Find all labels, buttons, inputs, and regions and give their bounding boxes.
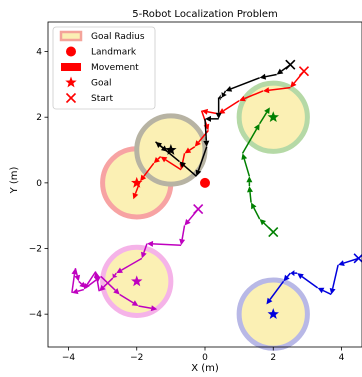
y-tick-label-1: −4 <box>29 310 43 320</box>
legend-items: Goal Radius Landmark Movement Goal Start <box>59 30 145 104</box>
movement-segment-4-9 <box>83 271 97 290</box>
legend-swatch-goal <box>65 76 77 88</box>
movement-layer <box>71 64 359 312</box>
y-axis-label: Y (m) <box>9 166 20 194</box>
goal-star-4 <box>131 275 143 287</box>
legend-swatch-movement <box>61 63 81 71</box>
legend-item-2: Landmark <box>66 46 137 58</box>
x-axis-ticks: −4 −2 0 2 4 <box>62 347 345 363</box>
movement-segment-2-6 <box>215 97 222 119</box>
movement-segment-3-3 <box>247 186 253 203</box>
movement-segment-1-3 <box>239 90 264 102</box>
movement-segment-5-4 <box>297 273 319 289</box>
legend-label-5: Start <box>91 94 113 104</box>
x-tick-label-1: −4 <box>62 353 76 363</box>
movement-segment-4-17 <box>138 305 158 312</box>
movement-segment-2-7 <box>205 115 219 122</box>
movement-segment-3-2 <box>251 202 261 220</box>
movement-segment-4-2 <box>179 225 186 246</box>
movement-segment-4-10 <box>71 288 85 295</box>
movement-segment-2-4 <box>221 90 227 98</box>
movement-segment-5-5 <box>290 270 298 277</box>
movement-segment-2-12 <box>155 141 168 152</box>
movement-segment-1-10 <box>160 156 182 171</box>
legend-item-5: Start <box>65 92 113 104</box>
legend-label-2: Landmark <box>91 48 137 58</box>
movement-segment-2-2 <box>259 73 277 80</box>
movement-segment-1-2 <box>263 86 291 94</box>
movement-segment-3-7 <box>258 107 270 125</box>
legend-item-4: Goal <box>65 76 112 89</box>
movement-segment-2-9 <box>195 146 208 177</box>
start-marker-3 <box>268 227 279 238</box>
movement-segment-5-2 <box>329 264 339 295</box>
goal-star-2 <box>165 144 177 155</box>
legend-swatch-start <box>65 92 77 104</box>
movement-segment-4-3 <box>146 240 182 247</box>
legend-item-3: Movement <box>61 63 139 73</box>
landmark <box>200 177 210 188</box>
start-marker-2 <box>285 59 296 70</box>
start-marker-5 <box>353 253 362 264</box>
start-marker-4 <box>193 204 204 215</box>
movement-segment-4-5 <box>116 257 143 274</box>
chart-title: 5-Robot Localization Problem <box>132 9 277 20</box>
x-axis-label: X (m) <box>191 363 219 374</box>
goal-star-5 <box>267 308 279 320</box>
movement-segment-2-8 <box>203 118 210 147</box>
movement-segment-2-3 <box>225 77 260 92</box>
movement-segment-1-5 <box>201 108 219 115</box>
movement-segment-4-4 <box>140 243 148 259</box>
x-tick-label-3: 0 <box>202 353 208 363</box>
movement-segment-3-6 <box>241 123 260 154</box>
movement-segment-5-7 <box>266 280 285 305</box>
y-tick-label-4: 2 <box>36 113 42 123</box>
x-tick-label-4: 2 <box>270 353 276 363</box>
movement-segment-2-10 <box>179 161 197 177</box>
movement-segment-5-1 <box>338 257 359 266</box>
movement-segment-4-12 <box>74 268 81 282</box>
start-marker-1 <box>298 66 310 77</box>
movement-segment-1-8 <box>184 146 196 154</box>
movement-segment-1-11 <box>153 156 162 164</box>
y-tick-label-3: 0 <box>36 179 42 189</box>
y-tick-label-5: 4 <box>36 48 42 58</box>
movement-segment-4-13 <box>78 280 86 288</box>
x-tick-label-2: −2 <box>130 353 143 363</box>
movement-segment-4-16 <box>119 293 139 306</box>
legend-swatch-landmark <box>66 46 76 57</box>
legend-item-1: Goal Radius <box>59 30 145 42</box>
legend-swatch-goal-radius <box>59 30 83 42</box>
legend-label-4: Goal <box>91 79 112 89</box>
goal-star-1 <box>131 176 143 188</box>
movement-segment-3-5 <box>241 153 251 177</box>
movement-segment-4-15 <box>100 275 120 295</box>
movement-segment-1-7 <box>194 129 209 147</box>
legend: Goal Radius Landmark Movement Goal Start <box>52 26 156 110</box>
movement-segment-3-4 <box>246 176 253 187</box>
y-tick-label-2: −2 <box>29 245 42 255</box>
movement-segment-2-5 <box>218 94 223 101</box>
movement-segment-5-6 <box>283 272 291 282</box>
movement-segment-4-14 <box>85 276 101 289</box>
legend-label-3: Movement <box>91 63 139 73</box>
x-tick-label-5: 4 <box>339 353 345 363</box>
movement-segment-1-12 <box>140 162 155 182</box>
plot-area <box>71 59 362 351</box>
movement-segment-1-4 <box>218 100 240 114</box>
legend-box <box>52 26 156 110</box>
goal-star-3 <box>267 111 279 123</box>
y-axis-ticks: −4 −2 0 2 4 <box>29 48 48 320</box>
movement-segment-5-3 <box>317 287 332 296</box>
legend-label-1: Goal Radius <box>91 32 145 42</box>
movement-segment-4-6 <box>112 272 118 279</box>
